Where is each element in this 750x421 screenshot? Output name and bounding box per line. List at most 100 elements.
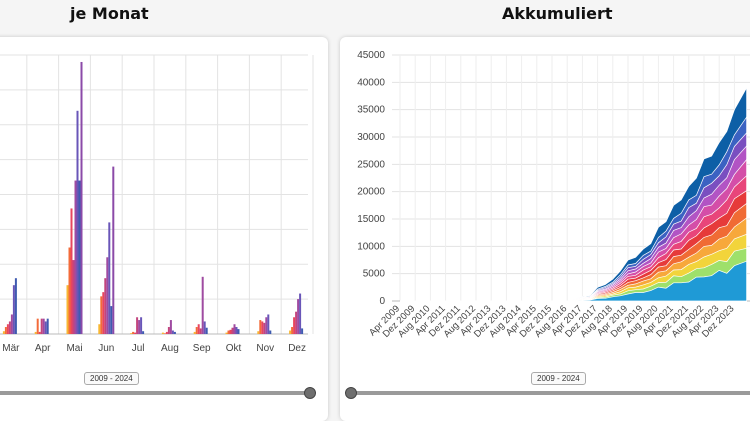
bar-Mär-series-6 [12, 285, 15, 334]
bar-Apr-series-5 [42, 318, 45, 334]
bar-Mai-series-2 [68, 247, 71, 334]
bar-Apr-series-4 [40, 318, 43, 334]
right-chart-title: Akkumuliert [502, 4, 613, 23]
bar-Dez-series-5 [297, 299, 300, 334]
monthly-range-slider-handle[interactable] [304, 387, 316, 399]
bar-Mai-series-3 [70, 208, 73, 334]
bar-Dez-series-1 [289, 330, 292, 334]
bar-Okt-series-3 [229, 329, 232, 334]
x-tick-label: Sep [193, 343, 211, 354]
bar-Jul-series-1 [130, 333, 133, 334]
monthly-chart-panel: Mär Apr Mai Jun Jul Aug Sep Okt Nov Dez 2009 - 20… [0, 37, 328, 421]
bar-Dez-series-3 [293, 317, 296, 334]
x-tick-label: Mai [66, 343, 82, 354]
y-tick-label: 35000 [357, 105, 385, 116]
bar-Apr-series-2 [36, 318, 39, 334]
bar-Jul-series-7 [142, 331, 145, 334]
x-tick-label: Nov [256, 343, 274, 354]
x-tick-label: Mär [2, 343, 20, 354]
bar-Aug-series-1 [161, 332, 164, 334]
bar-Mär-series-7 [14, 278, 17, 334]
bar-Jul-series-6 [140, 317, 143, 334]
accumulated-range-slider-handle[interactable] [345, 387, 357, 399]
bar-Okt-series-2 [227, 330, 230, 334]
bar-Jun-series-5 [106, 257, 109, 334]
bar-Mai-series-1 [66, 285, 69, 334]
area-band-1 [400, 260, 747, 302]
bar-Aug-series-5 [169, 320, 172, 334]
bar-Nov-series-6 [267, 314, 270, 334]
left-chart-title: je Monat [70, 4, 149, 23]
bar-Mai-series-4 [72, 260, 75, 334]
bar-Apr-series-3 [38, 331, 41, 334]
y-tick-label: 25000 [357, 159, 385, 170]
bar-Jun-series-1 [98, 324, 101, 334]
x-tick-label: Aug [161, 343, 179, 354]
bar-Sep-series-7 [205, 327, 208, 334]
bar-Sep-series-4 [199, 328, 202, 334]
bar-Mär-series-1 [2, 331, 5, 334]
bar-Nov-series-5 [265, 317, 268, 334]
y-tick-label: 30000 [357, 132, 385, 143]
x-tick-label: Jul [132, 343, 145, 354]
bar-Jul-series-2 [132, 331, 135, 334]
y-tick-label: 15000 [357, 214, 385, 225]
bar-Jul-series-3 [134, 332, 137, 334]
bar-Sep-series-5 [201, 276, 204, 334]
bar-Dez-series-6 [299, 293, 302, 334]
bar-Mai-peak [80, 61, 83, 334]
accumulated-range-label: 2009 - 2024 [531, 372, 586, 385]
bar-Apr-series-1 [34, 331, 37, 334]
bar-Apr-series-6 [44, 321, 47, 334]
bar-Okt-series-5 [233, 324, 236, 334]
bar-Nov-series-3 [261, 321, 264, 334]
bar-Sep-series-6 [203, 321, 206, 334]
x-tick-label: Dez [288, 343, 306, 354]
monthly-bar-chart: Mär Apr Mai Jun Jul Aug Sep Okt Nov Dez [0, 54, 314, 354]
bar-Aug-series-4 [167, 327, 170, 334]
bar-Jun-series-4 [104, 278, 107, 334]
x-tick-label: Okt [226, 343, 242, 354]
bar-Jun-series-7 [110, 306, 113, 334]
bar-Jun-series-6 [108, 222, 111, 334]
bar-Sep-series-1 [193, 331, 196, 334]
bar-Mai-series-5 [74, 180, 77, 334]
y-tick-label: 10000 [357, 241, 385, 252]
bar-Nov-series-1 [257, 331, 260, 334]
bar-Sep-series-3 [197, 324, 200, 334]
bar-Dez-series-2 [291, 327, 294, 334]
bar-Okt-series-7 [237, 329, 240, 334]
bar-Mär-series-2 [4, 327, 7, 334]
bar-Mai-series-6 [76, 110, 79, 334]
accumulated-area-chart: 45000 40000 35000 30000 25000 20000 15000 10000… [357, 50, 750, 340]
monthly-range-slider-track[interactable] [0, 391, 308, 395]
monthly-range-label: 2009 - 2024 [84, 372, 139, 385]
x-tick-label: Apr [35, 343, 51, 354]
y-tick-label: 0 [379, 296, 385, 307]
y-tick-label: 5000 [363, 269, 386, 280]
bar-Jun-series-2 [100, 296, 103, 334]
bar-Mai-series-7 [78, 180, 81, 334]
bar-Aug-series-7 [173, 331, 176, 334]
bar-Sep-series-2 [195, 327, 198, 334]
bar-Aug-series-6 [171, 330, 174, 334]
y-tick-label: 40000 [357, 77, 385, 88]
bar-Apr-series-7 [46, 318, 49, 334]
bar-Mär-series-4 [8, 321, 11, 334]
bar-Nov-series-4 [263, 322, 266, 334]
y-tick-label: 45000 [357, 50, 385, 61]
y-tick-label: 20000 [357, 187, 385, 198]
bar-Okt-series-4 [231, 327, 234, 334]
bar-Nov-series-7 [269, 330, 272, 334]
bar-Dez-series-4 [295, 311, 298, 334]
bar-Jun-series-3 [102, 292, 105, 334]
x-tick-label: Jun [98, 343, 114, 354]
bar-Aug-series-3 [165, 331, 168, 334]
bar-Mär-series-3 [6, 324, 9, 334]
bar-Okt-series-1 [225, 332, 228, 334]
accumulated-chart-panel: 45000 40000 35000 30000 25000 20000 15000 10000… [340, 37, 750, 421]
bar-Mär-series-5 [10, 314, 13, 334]
bar-Jul-series-5 [138, 320, 141, 334]
bar-Nov-series-2 [259, 320, 262, 334]
accumulated-range-slider-track[interactable] [350, 391, 750, 395]
